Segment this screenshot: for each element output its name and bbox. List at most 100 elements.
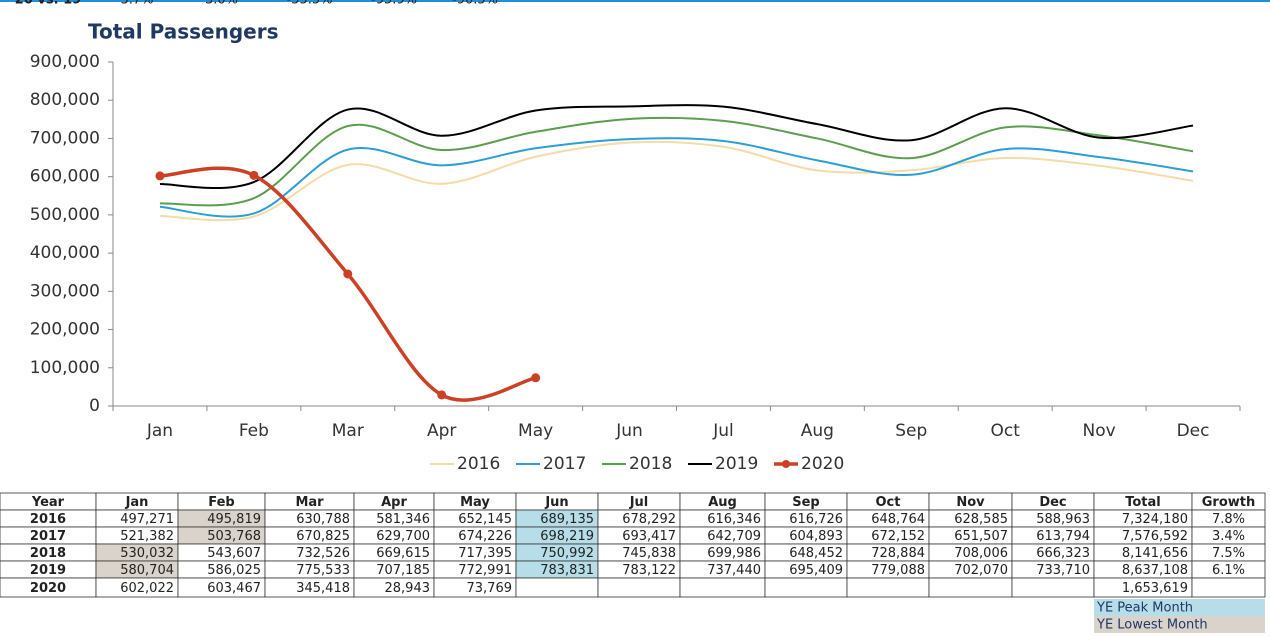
table-value: 670,825 (296, 529, 350, 544)
series-line (159, 166, 537, 402)
table-value: 1,653,619 (1122, 581, 1188, 596)
table-cell (597, 577, 681, 598)
table-value: 495,819 (207, 512, 261, 527)
table-value: 783,831 (540, 563, 594, 578)
legend-label: 2018 (629, 454, 672, 474)
table-value: 695,409 (789, 563, 843, 578)
table-cell (1191, 577, 1266, 598)
table-value: 588,963 (1036, 512, 1090, 527)
table-value: 3.7% (120, 0, 153, 8)
table-value: 698,219 (540, 529, 594, 544)
key-label: YE Peak Month (1096, 601, 1193, 616)
table-value: -95.9% (371, 0, 417, 8)
table-value: 580,704 (120, 563, 174, 578)
y-tick-label: 900,000 (30, 52, 100, 72)
table-value: 745,838 (622, 546, 676, 561)
row-label: 2018 (30, 546, 66, 561)
legend-label: 2019 (715, 454, 758, 474)
column-header: Jul (629, 495, 649, 510)
table-value: 702,070 (954, 563, 1008, 578)
table-value: 699,986 (707, 546, 761, 561)
table-value: 543,607 (207, 546, 261, 561)
table-value: 728,884 (871, 546, 925, 561)
table-cell (928, 577, 1013, 598)
table-value: 717,395 (458, 546, 512, 561)
table-cell (515, 577, 599, 598)
column-header: Apr (381, 495, 407, 510)
table-value: 603,467 (207, 581, 261, 596)
row-label: 2020 (30, 581, 66, 596)
table-value: 678,292 (622, 512, 676, 527)
table-value: 651,507 (954, 529, 1008, 544)
x-tick-label: Jun (615, 421, 643, 441)
column-header: Aug (708, 495, 737, 510)
table-value: 737,440 (707, 563, 761, 578)
table-value: -55.5% (287, 0, 333, 8)
column-header: Feb (208, 495, 234, 510)
y-tick-label: 100,000 (30, 358, 100, 378)
y-tick-label: 500,000 (30, 205, 100, 225)
y-tick-label: 600,000 (30, 167, 100, 187)
table-value: 8,141,656 (1122, 546, 1188, 561)
column-header: Mar (295, 495, 324, 510)
table-value: 779,088 (871, 563, 925, 578)
table-value: 7,576,592 (1122, 529, 1188, 544)
x-tick-label: Jan (146, 421, 173, 441)
x-tick-label: Feb (239, 421, 269, 441)
table-value: 616,346 (707, 512, 761, 527)
column-header: Jan (125, 495, 149, 510)
key-swatch (1094, 599, 1265, 616)
table-value: 666,323 (1036, 546, 1090, 561)
column-header: Growth (1202, 495, 1256, 510)
table-value: 602,022 (120, 581, 174, 596)
x-tick-label: Nov (1083, 421, 1116, 441)
y-tick-label: 300,000 (30, 281, 100, 301)
x-tick-label: Apr (427, 421, 456, 441)
y-tick-label: 700,000 (30, 128, 100, 148)
table-value: 586,025 (207, 563, 261, 578)
column-header: Dec (1039, 495, 1066, 510)
table-value: 674,226 (458, 529, 512, 544)
table-value: 6.1% (1212, 563, 1245, 578)
series-line (159, 137, 1194, 218)
table-value: 73,769 (467, 581, 513, 596)
key-label: YE Lowest Month (1096, 618, 1208, 633)
table-value: 669,615 (376, 546, 430, 561)
key-swatch (1094, 616, 1265, 633)
y-tick-label: 400,000 (30, 243, 100, 263)
series-line (159, 104, 1194, 189)
table-value: 521,382 (120, 529, 174, 544)
table-value: 750,992 (540, 546, 594, 561)
table-value: 732,526 (296, 546, 350, 561)
table-value: 530,032 (120, 546, 174, 561)
point-marker (437, 390, 447, 400)
table-value: 8,637,108 (1122, 563, 1188, 578)
x-tick-label: Oct (991, 421, 1021, 441)
table-value: 616,726 (789, 512, 843, 527)
table-value: 28,943 (385, 581, 431, 596)
x-tick-label: Mar (332, 421, 364, 441)
y-tick-label: 800,000 (30, 90, 100, 110)
column-header: Nov (956, 495, 985, 510)
table-value: 693,417 (622, 529, 676, 544)
row-label: 2016 (30, 512, 66, 527)
legend-marker (782, 460, 790, 468)
y-tick-label: 0 (89, 396, 100, 416)
table-value: 707,185 (376, 563, 430, 578)
table-value: 3.0% (205, 0, 238, 8)
x-tick-label: Dec (1177, 421, 1210, 441)
table-value: 7.5% (1212, 546, 1245, 561)
table-value: 613,794 (1036, 529, 1090, 544)
table-value: 503,768 (207, 529, 261, 544)
point-marker (531, 373, 541, 383)
table-cell (1011, 577, 1095, 598)
table-value: 642,709 (707, 529, 761, 544)
legend-label: 2020 (801, 454, 844, 474)
table-cell (846, 577, 930, 598)
table-value: 497,271 (120, 512, 174, 527)
table-value: 708,006 (954, 546, 1008, 561)
table-value: 7.8% (1212, 512, 1245, 527)
column-header: Total (1125, 495, 1161, 510)
table-value: 689,135 (540, 512, 594, 527)
